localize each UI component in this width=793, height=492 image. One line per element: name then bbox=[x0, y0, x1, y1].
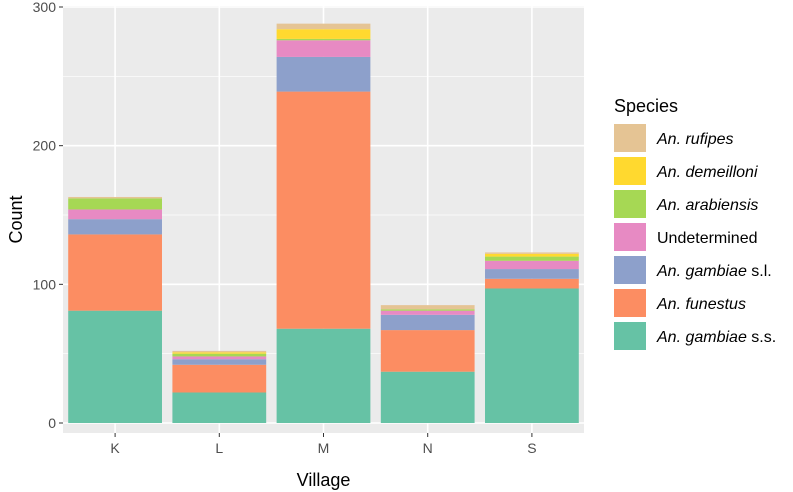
legend-label: An. gambiae s.s. bbox=[656, 329, 776, 346]
bar-segment bbox=[380, 309, 475, 311]
bar-segment bbox=[485, 260, 579, 270]
bar-segment bbox=[485, 278, 579, 289]
legend: Species An. rufipes An. demeilloni An. ara… bbox=[614, 96, 776, 350]
bar-segment bbox=[276, 29, 371, 39]
bar-segment bbox=[68, 196, 162, 199]
bar-segment bbox=[68, 219, 162, 235]
bar-segment bbox=[380, 314, 475, 331]
legend-label: An. arabiensis bbox=[656, 197, 758, 214]
bar-segment bbox=[172, 359, 267, 365]
bar-segment bbox=[172, 353, 267, 357]
bar-segment bbox=[485, 253, 579, 257]
legend-label: Undetermined bbox=[657, 230, 758, 247]
bar-segment bbox=[485, 256, 579, 261]
bar-segment bbox=[172, 352, 267, 354]
x-axis-title: Village bbox=[297, 470, 351, 490]
legend-label: An. funestus bbox=[656, 296, 746, 313]
legend-swatch bbox=[614, 289, 646, 317]
bar-segment bbox=[276, 56, 371, 92]
legend-swatch bbox=[614, 322, 646, 350]
bar-segment bbox=[276, 23, 371, 30]
legend-label: An. rufipes bbox=[656, 131, 733, 148]
legend-swatch bbox=[614, 190, 646, 218]
legend-title: Species bbox=[614, 96, 678, 116]
y-tick-label: 300 bbox=[33, 0, 57, 15]
legend-label: An. gambiae s.l. bbox=[656, 263, 772, 280]
x-tick-label: K bbox=[110, 440, 120, 456]
legend-swatch bbox=[614, 124, 646, 152]
legend-swatch bbox=[614, 256, 646, 284]
bar-segment bbox=[68, 209, 162, 220]
legend-swatch bbox=[614, 157, 646, 185]
bar-segment bbox=[172, 392, 267, 423]
bar-segment bbox=[68, 198, 162, 210]
x-tick-label: S bbox=[527, 440, 536, 456]
bar-segment bbox=[276, 328, 371, 423]
bar-segment bbox=[380, 371, 475, 423]
bar-segment bbox=[380, 305, 475, 310]
bar-segment bbox=[380, 330, 475, 372]
x-tick-label: M bbox=[318, 440, 330, 456]
bar-segment bbox=[68, 310, 162, 423]
x-tick-label: L bbox=[215, 440, 223, 456]
legend-label: An. demeilloni bbox=[656, 164, 758, 181]
bar-segment bbox=[68, 234, 162, 311]
y-axis: 0 100 200 300 bbox=[33, 0, 63, 431]
y-tick-label: 0 bbox=[48, 415, 56, 431]
bar-segment bbox=[172, 356, 267, 360]
bar-segment bbox=[276, 91, 371, 329]
bar-segment bbox=[380, 310, 475, 315]
y-tick-label: 100 bbox=[33, 276, 57, 292]
x-tick-label: N bbox=[423, 440, 433, 456]
bar-segment bbox=[485, 269, 579, 279]
bar-segment bbox=[276, 40, 371, 57]
bars bbox=[68, 23, 579, 423]
y-tick-label: 200 bbox=[33, 138, 57, 154]
bar-segment bbox=[485, 288, 579, 423]
bar-segment bbox=[172, 364, 267, 393]
bar-segment bbox=[172, 350, 267, 353]
bar-segment bbox=[485, 252, 579, 254]
legend-swatch bbox=[614, 223, 646, 251]
y-axis-title: Count bbox=[6, 195, 26, 243]
bar-segment bbox=[276, 38, 371, 41]
